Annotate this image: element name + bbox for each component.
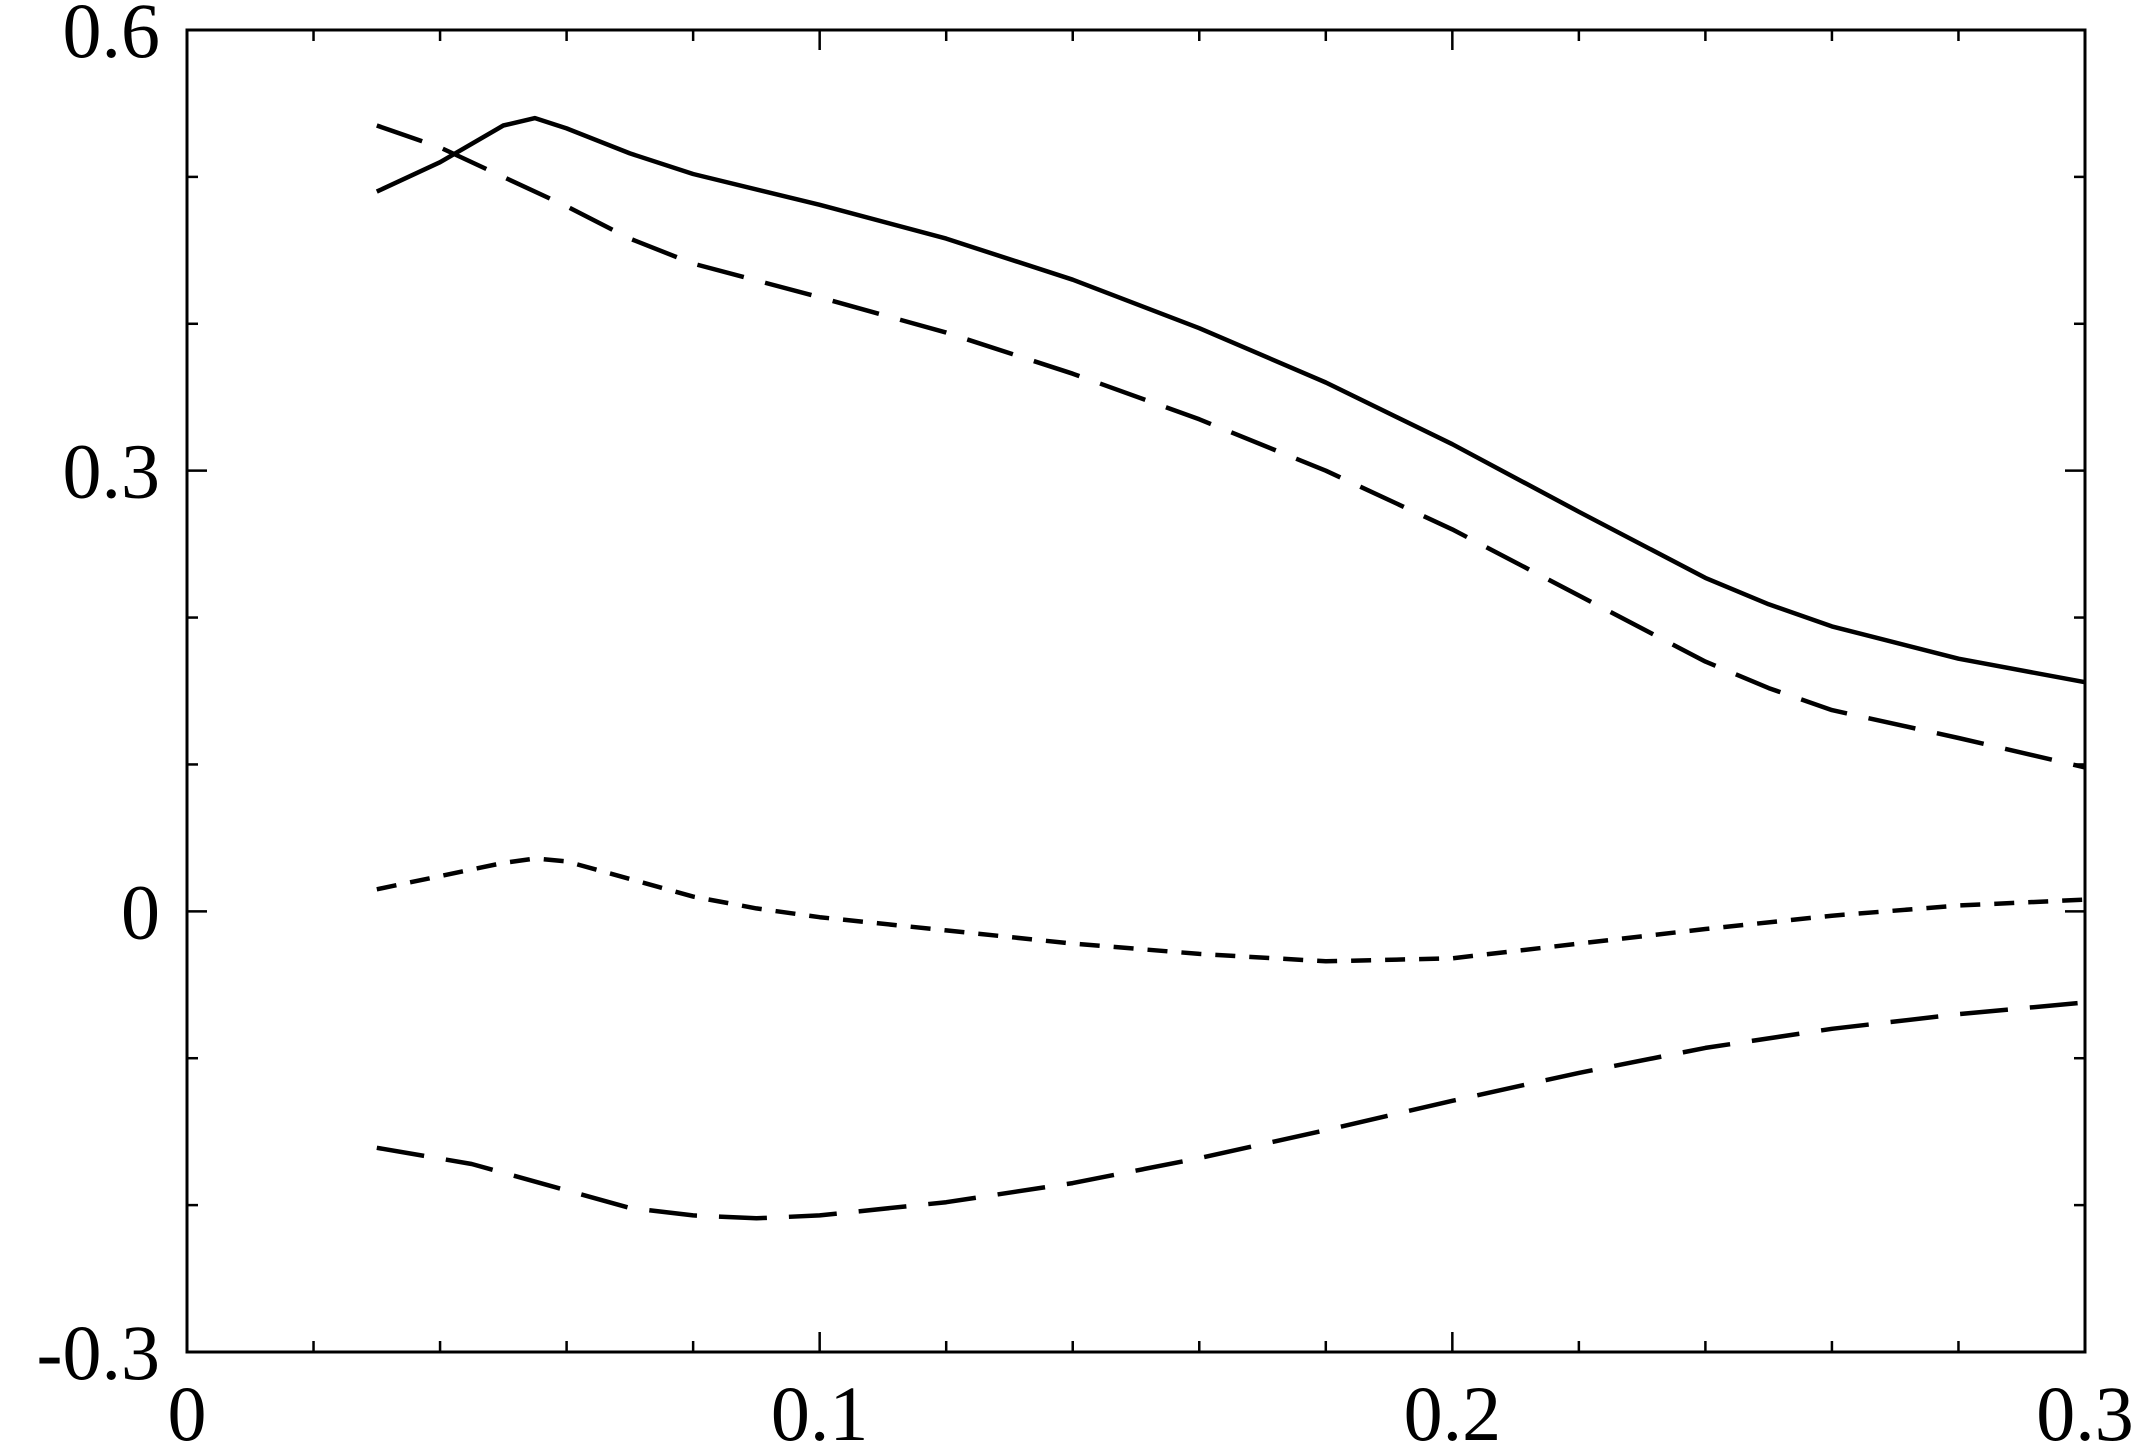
series-line-3 bbox=[376, 856, 2086, 964]
tick-labels: 0 0.1 0.2 0.3-0.300.30.6 bbox=[37, 0, 2134, 1450]
y-tick-label: -0.3 bbox=[37, 1309, 160, 1396]
y-tick-label: 0.6 bbox=[63, 0, 161, 74]
series-line-4 bbox=[376, 1000, 2086, 1221]
plot-frame bbox=[185, 28, 2087, 1354]
x-tick-label: 0 bbox=[168, 1370, 207, 1450]
y-tick-label: 0 bbox=[121, 868, 160, 955]
axis-ticks bbox=[185, 28, 2087, 1354]
x-tick-label: 0.2 bbox=[1404, 1370, 1502, 1450]
x-tick-label: 0.1 bbox=[771, 1370, 869, 1450]
series-line-2 bbox=[376, 123, 2086, 770]
chart-marks bbox=[375, 115, 2086, 1221]
series-line-1 bbox=[375, 115, 2086, 685]
y-tick-label: 0.3 bbox=[63, 428, 161, 515]
x-tick-label: 0.3 bbox=[2036, 1370, 2134, 1450]
